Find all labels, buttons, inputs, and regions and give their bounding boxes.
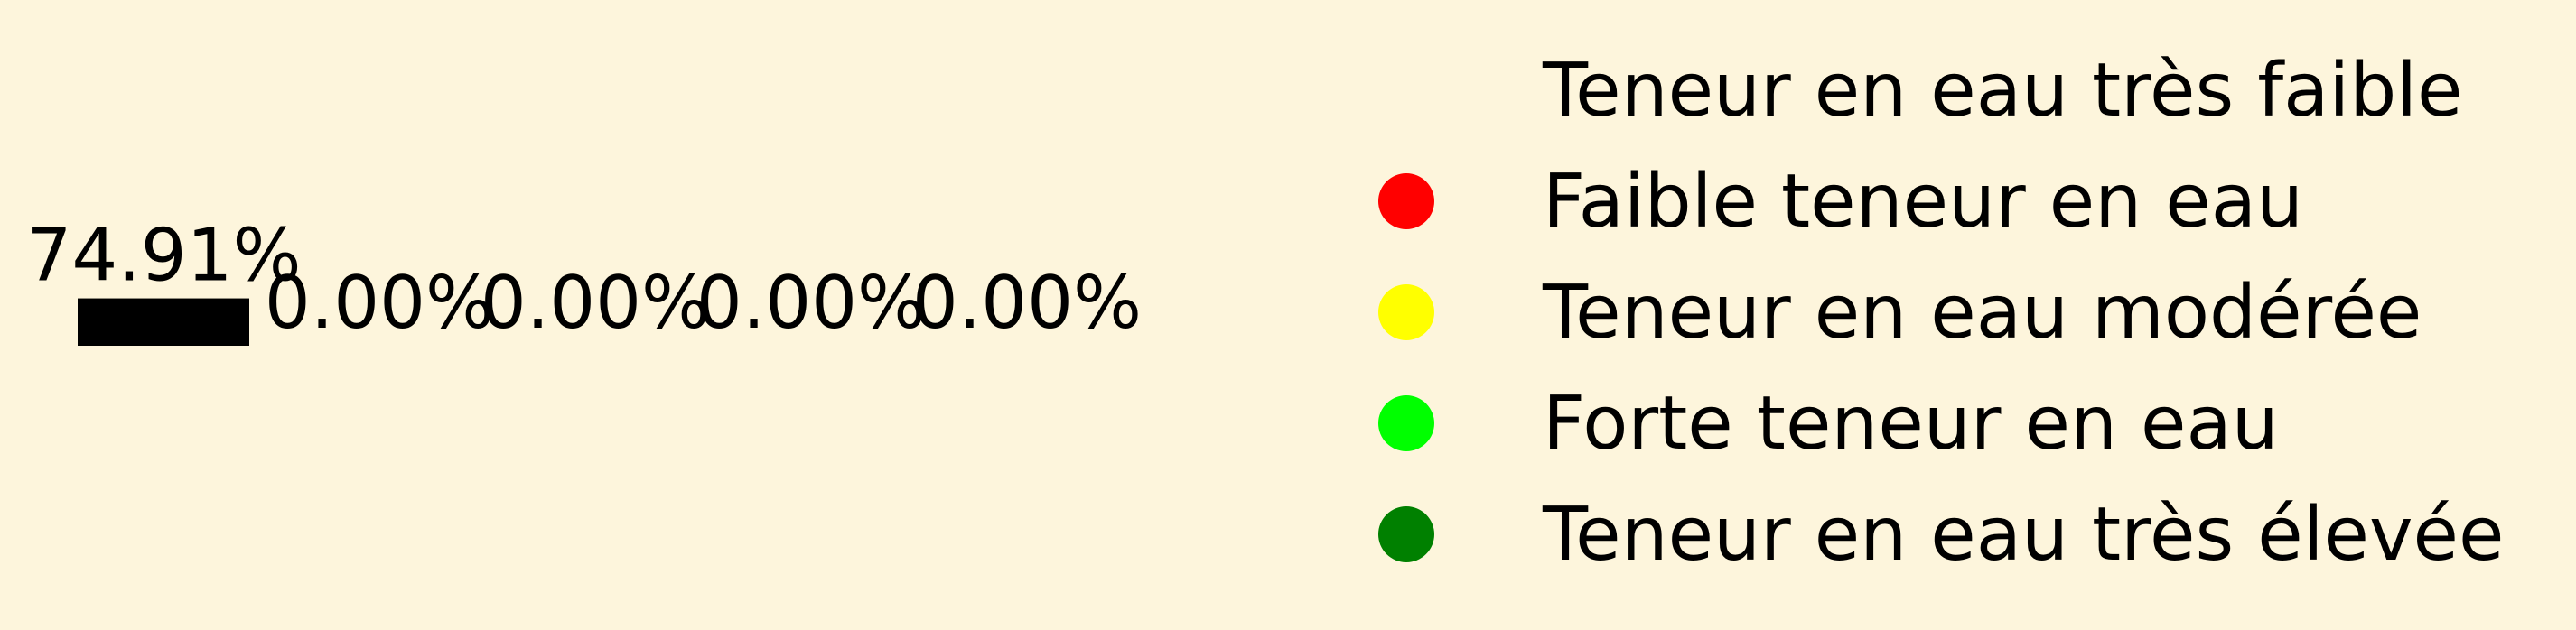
value-label-5: 0.00% [912,261,1142,345]
bar-1 [78,298,249,346]
legend-marker-5 [1378,506,1434,562]
value-label-2: 0.00% [265,261,494,345]
legend-marker-1 [1378,62,1434,118]
value-label-1: 74.91% [25,214,301,298]
value-label-4: 0.00% [696,261,926,345]
value-label-3: 0.00% [481,261,710,345]
legend-label-1: Teneur en eau très faible [1542,48,2462,134]
legend: Teneur en eau très faible Faible teneur e… [1378,48,2504,578]
legend-marker-3 [1378,284,1434,340]
legend-marker-2 [1378,173,1434,229]
legend-label-2: Faible teneur en eau [1543,159,2303,245]
legend-label-4: Forte teneur en eau [1543,381,2279,467]
legend-marker-4 [1378,395,1434,451]
legend-label-3: Teneur en eau modérée [1542,270,2422,356]
legend-label-5: Teneur en eau très élevée [1542,492,2504,578]
value-labels-layer: 74.91%0.00%0.00%0.00%0.00% [25,214,1142,345]
bars-layer [78,298,249,346]
